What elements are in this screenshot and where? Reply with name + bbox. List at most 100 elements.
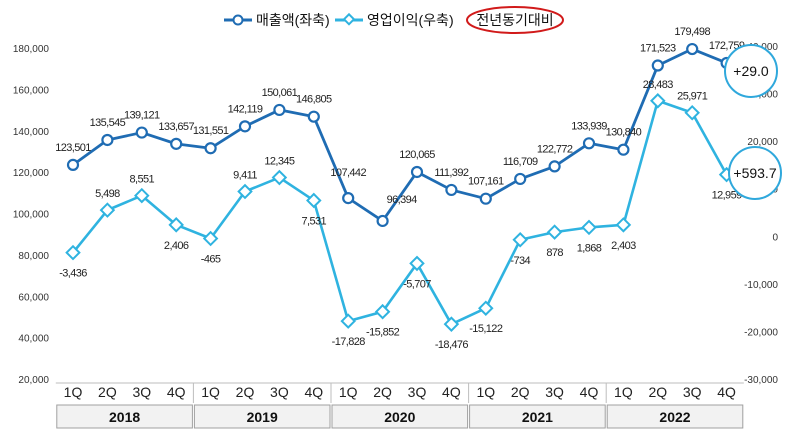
revenue-point bbox=[548, 160, 561, 173]
quarter-label: 1Q bbox=[64, 384, 83, 400]
op-profit-data-label: 12,345 bbox=[264, 156, 295, 168]
revenue-point bbox=[651, 59, 664, 72]
op-profit-data-label: -734 bbox=[510, 255, 530, 267]
left-tick-label: 20,000 bbox=[18, 375, 49, 386]
revenue-data-label: 142,119 bbox=[228, 103, 263, 115]
revenue-point bbox=[445, 183, 458, 197]
quarter-label: 4Q bbox=[717, 384, 736, 400]
category-axis: 1Q 2Q 3Q 4Q 1Q 2Q 3Q 4Q 1Q 2Q 3Q 4Q 1Q 2Q 3Q 4Q 1Q 2Q 3Q 4Q… bbox=[55, 382, 744, 429]
legend-yoy-label: 전년동기대비 bbox=[476, 12, 553, 28]
revenue-point bbox=[582, 137, 596, 150]
op-profit-point bbox=[615, 217, 632, 233]
left-tick-label: 180,000 bbox=[13, 44, 50, 55]
revenue-point bbox=[238, 120, 252, 133]
year-label: 2022 bbox=[659, 409, 690, 425]
left-tick-label: 160,000 bbox=[13, 85, 50, 96]
legend-op-profit-marker bbox=[342, 12, 356, 26]
op-profit-data-label: -5,707 bbox=[403, 278, 431, 290]
yoy-callout-circle bbox=[728, 146, 782, 200]
revenue-data-label: 131,551 bbox=[193, 125, 229, 137]
legend-op-profit: 영업이익(우축) bbox=[335, 12, 454, 28]
revenue-data-label: 130,840 bbox=[606, 127, 642, 139]
op-profit-point bbox=[650, 93, 666, 109]
op-profit-data-label: -15,122 bbox=[469, 323, 503, 335]
quarter-label: 2Q bbox=[373, 384, 392, 400]
legend-op-profit-label: 영업이익(우축) bbox=[367, 12, 454, 28]
quarter-label: 3Q bbox=[270, 384, 289, 400]
quarter-label: 2Q bbox=[511, 384, 530, 400]
quarter-label: 1Q bbox=[201, 384, 220, 400]
op-profit-data-label: 7,531 bbox=[302, 215, 327, 227]
revenue-data-label: 111,392 bbox=[434, 167, 468, 179]
quarter-label: 3Q bbox=[132, 384, 151, 400]
revenue-data-label: 96,394 bbox=[387, 194, 418, 206]
revenue-data-label: 139,121 bbox=[124, 110, 160, 122]
revenue-point bbox=[514, 172, 527, 186]
op-profit-point bbox=[168, 217, 184, 233]
quarter-label: 1Q bbox=[614, 384, 633, 400]
op-profit-point bbox=[478, 300, 494, 317]
revenue-point bbox=[307, 110, 320, 123]
quarter-label: 1Q bbox=[339, 384, 358, 400]
legend-yoy-oval bbox=[466, 6, 564, 34]
left-tick-label: 80,000 bbox=[18, 251, 49, 262]
op-profit-data-label: 9,411 bbox=[233, 170, 257, 182]
revenue-point bbox=[479, 192, 492, 205]
series-layer bbox=[65, 42, 735, 332]
right-tick-label: 20,000 bbox=[747, 137, 778, 148]
right-tick-label: -20,000 bbox=[744, 327, 778, 338]
op-profit-data-label: 2,406 bbox=[164, 240, 189, 252]
op-profit-point bbox=[374, 303, 391, 320]
op-profit-point bbox=[99, 202, 116, 218]
left-axis: 20,000 40,000 60,000 80,000 100,000 120,000 14… bbox=[13, 44, 50, 386]
left-tick-label: 120,000 bbox=[13, 168, 50, 179]
left-tick-label: 40,000 bbox=[18, 334, 49, 345]
quarter-label: 3Q bbox=[545, 384, 564, 400]
year-label: 2020 bbox=[384, 409, 415, 425]
op-profit-data-label: -17,828 bbox=[332, 336, 366, 348]
op-profit-data-label: -3,436 bbox=[59, 268, 87, 280]
revenue-data-label: 116,709 bbox=[503, 156, 538, 168]
revenue-point bbox=[410, 165, 424, 179]
op-profit-data-label: 28,483 bbox=[643, 79, 674, 91]
year-band bbox=[331, 404, 469, 429]
year-band bbox=[469, 404, 606, 429]
yoy-callout-text: +29.0 bbox=[733, 63, 769, 79]
op-profit-data-label: -15,852 bbox=[366, 327, 400, 339]
quarter-label: 2Q bbox=[236, 384, 255, 400]
revenue-point bbox=[376, 214, 389, 228]
quarter-label: 4Q bbox=[442, 384, 461, 400]
quarter-label: 4Q bbox=[580, 384, 599, 400]
year-label: 2018 bbox=[109, 409, 140, 425]
revenue-data-label: 135,545 bbox=[90, 117, 126, 129]
year-label: 2019 bbox=[247, 409, 278, 425]
op-profit-point bbox=[340, 313, 356, 329]
right-tick-label: -30,000 bbox=[744, 375, 778, 386]
op-profit-data-label: 8,551 bbox=[130, 174, 155, 186]
revenue-data-label: 150,061 bbox=[262, 87, 298, 99]
revenue-data-label: 171,523 bbox=[640, 43, 676, 55]
op-profit-point bbox=[409, 255, 425, 272]
op-profit-data-label: 878 bbox=[546, 247, 563, 259]
op-profit-point bbox=[202, 230, 219, 247]
revenue-data-label: 133,939 bbox=[571, 120, 607, 132]
legend-revenue: 매출액(좌축) bbox=[224, 12, 330, 28]
callout-layer: +29.0 +593.7 bbox=[724, 44, 782, 200]
revenue-point bbox=[617, 143, 630, 156]
op-profit-data-label: 1,868 bbox=[577, 242, 602, 254]
op-profit-point bbox=[581, 219, 597, 236]
left-tick-label: 60,000 bbox=[18, 292, 49, 303]
op-profit-data-label: -465 bbox=[201, 253, 221, 265]
op-profit-data-label: 2,403 bbox=[611, 240, 636, 252]
op-profit-data-label: -18,476 bbox=[435, 339, 469, 351]
revenue-data-label: 120,065 bbox=[399, 149, 435, 161]
revenue-point bbox=[273, 103, 286, 117]
revenue-point bbox=[101, 133, 114, 147]
revenue-data-label: 146,805 bbox=[296, 94, 332, 106]
year-band bbox=[193, 404, 331, 429]
op-profit-point bbox=[512, 231, 528, 248]
year-band bbox=[56, 404, 193, 429]
quarter-label: 3Q bbox=[683, 384, 702, 400]
